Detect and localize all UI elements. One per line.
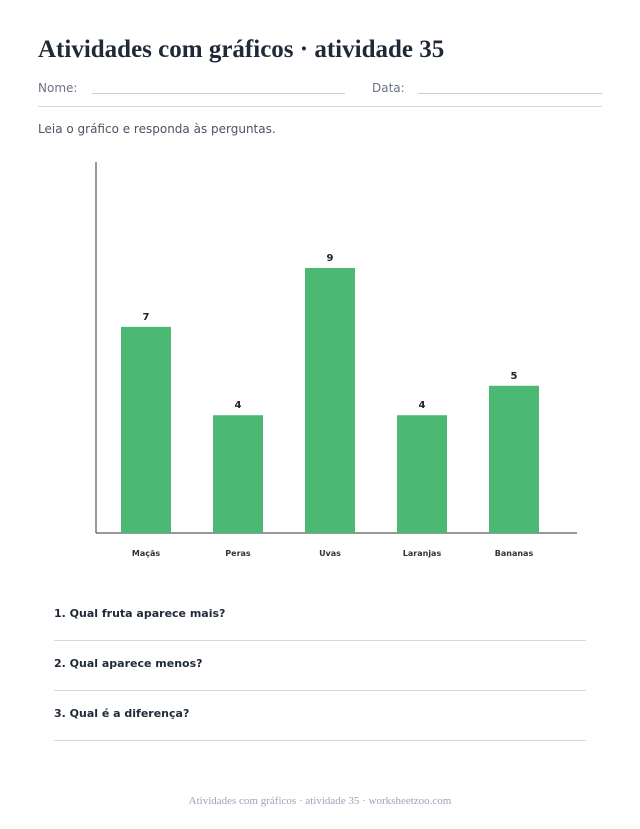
bar-value-label: 9	[327, 253, 334, 264]
instructions: Leia o gráfico e responda às perguntas.	[38, 122, 276, 136]
question-1: 1. Qual fruta aparece mais?	[54, 607, 226, 620]
category-tick-label: Peras	[225, 549, 251, 558]
answer-line-3	[54, 740, 586, 741]
bar-value-label: 4	[235, 400, 242, 411]
question-2: 2. Qual aparece menos?	[54, 657, 203, 670]
header-divider	[38, 106, 602, 107]
date-line	[418, 93, 602, 94]
name-line	[92, 93, 345, 94]
category-tick-label: Laranjas	[403, 549, 442, 558]
category-tick-label: Uvas	[319, 549, 341, 558]
question-3: 3. Qual é a diferença?	[54, 707, 190, 720]
footer: Atividades com gráficos · atividade 35 ·…	[188, 795, 452, 807]
answer-line-1	[54, 640, 586, 641]
category-tick-label: Bananas	[495, 549, 534, 558]
bar-value-label: 5	[511, 371, 518, 382]
category-tick-label: Maçãs	[132, 549, 161, 558]
bar-2	[305, 268, 355, 533]
answer-line-2	[54, 690, 586, 691]
name-label: Nome:	[38, 81, 78, 95]
date-label: Data:	[372, 81, 405, 95]
bar-3	[397, 415, 447, 533]
bar-value-label: 4	[419, 400, 426, 411]
bar-1	[213, 415, 263, 533]
bar-0	[121, 326, 171, 533]
worksheet-title: Atividades com gráficos · atividade 35	[38, 36, 445, 63]
bar-value-label: 7	[143, 312, 150, 323]
bar-chart: 7 Maçãs 4 Peras 9 Uvas 4 Laranjas 5 Bananas	[95, 162, 577, 558]
bar-4	[489, 385, 539, 533]
